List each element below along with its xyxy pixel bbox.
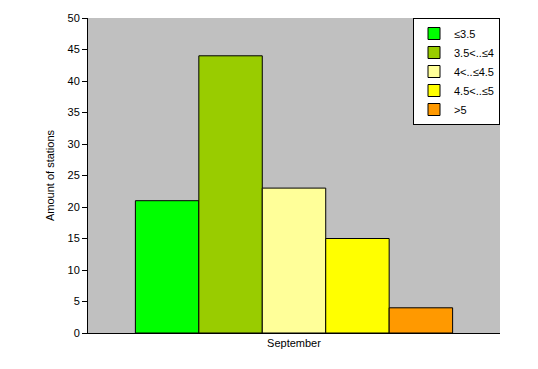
svg-text:45: 45 <box>68 43 80 55</box>
svg-text:35: 35 <box>68 106 80 118</box>
svg-text:4<..≤4.5: 4<..≤4.5 <box>454 66 494 78</box>
svg-text:4.5<..≤5: 4.5<..≤5 <box>454 85 494 97</box>
svg-text:20: 20 <box>68 201 80 213</box>
svg-text:>5: >5 <box>454 104 467 116</box>
svg-text:5: 5 <box>74 295 80 307</box>
svg-text:15: 15 <box>68 232 80 244</box>
svg-text:Amount of stations: Amount of stations <box>44 129 56 221</box>
svg-text:September: September <box>267 337 321 349</box>
svg-text:50: 50 <box>68 12 80 24</box>
svg-text:40: 40 <box>68 75 80 87</box>
svg-text:3.5<..≤4: 3.5<..≤4 <box>454 47 494 59</box>
svg-text:10: 10 <box>68 264 80 276</box>
svg-text:30: 30 <box>68 138 80 150</box>
svg-text:25: 25 <box>68 169 80 181</box>
svg-text:≤3.5: ≤3.5 <box>454 28 475 40</box>
svg-text:0: 0 <box>74 327 80 339</box>
